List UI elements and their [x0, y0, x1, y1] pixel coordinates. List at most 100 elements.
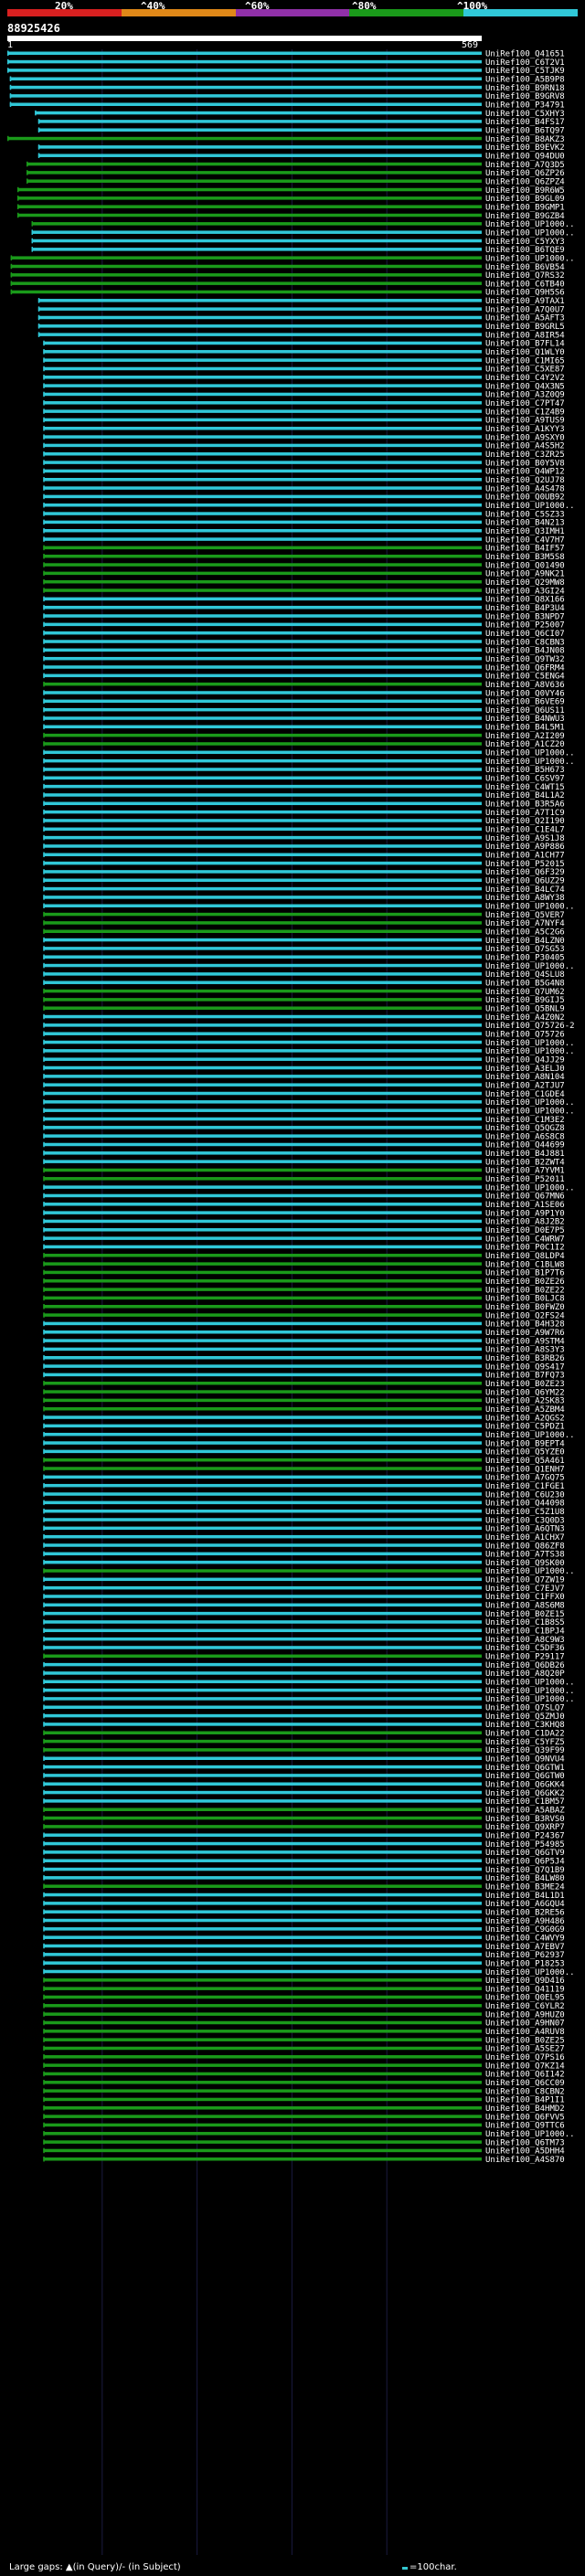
- hit-row[interactable]: UniRef100_C5XE87: [43, 366, 565, 375]
- hit-label[interactable]: UniRef100_Q6CI07: [485, 630, 565, 639]
- hit-label[interactable]: UniRef100_C5TJK9: [485, 67, 565, 76]
- hit-label[interactable]: UniRef100_Q4WP12: [485, 468, 565, 477]
- hit-row[interactable]: UniRef100_P34791: [9, 101, 565, 110]
- hit-label[interactable]: UniRef100_Q5YZE0: [485, 1448, 565, 1458]
- hit-row[interactable]: UniRef100_B9GRL5: [37, 323, 565, 332]
- hit-row[interactable]: UniRef100_B9GL09: [16, 195, 565, 204]
- hit-row[interactable]: UniRef100_C5PDZ1: [43, 1423, 565, 1432]
- hit-row[interactable]: UniRef100_Q6TM73: [43, 2138, 565, 2147]
- hit-label[interactable]: UniRef100_C1M3E2: [485, 1116, 565, 1125]
- hit-row[interactable]: UniRef100_A9P1Y0: [43, 1209, 565, 1218]
- hit-label[interactable]: UniRef100_Q6US11: [485, 706, 565, 716]
- hit-label[interactable]: UniRef100_B1P7T6: [485, 1269, 565, 1278]
- hit-row[interactable]: UniRef100_Q1ENH7: [43, 1465, 565, 1474]
- hit-row[interactable]: UniRef100_Q9H5S6: [10, 289, 565, 298]
- hit-label[interactable]: UniRef100_UP1000..: [485, 758, 575, 767]
- hit-label[interactable]: UniRef100_A2SK83: [485, 1397, 565, 1406]
- hit-label[interactable]: UniRef100_C1DA22: [485, 1730, 565, 1739]
- hit-label[interactable]: UniRef100_A2TJU7: [485, 1081, 565, 1090]
- hit-row[interactable]: UniRef100_C3ZR25: [43, 451, 565, 460]
- hit-row[interactable]: UniRef100_C9G0G9: [43, 1925, 565, 1935]
- hit-row[interactable]: UniRef100_C5TJK9: [7, 67, 565, 76]
- hit-row[interactable]: UniRef100_Q2I190: [43, 817, 565, 826]
- hit-row[interactable]: UniRef100_Q0UB92: [43, 493, 565, 503]
- hit-row[interactable]: UniRef100_C5YFZ5: [43, 1738, 565, 1747]
- hit-row[interactable]: UniRef100_B4FS17: [37, 118, 565, 127]
- hit-label[interactable]: UniRef100_B4P1I1: [485, 2096, 565, 2105]
- hit-row[interactable]: UniRef100_Q4WP12: [43, 468, 565, 477]
- hit-row[interactable]: UniRef100_C6SV97: [43, 775, 565, 784]
- hit-label[interactable]: UniRef100_Q86ZF8: [485, 1542, 565, 1551]
- hit-row[interactable]: UniRef100_UP1000..: [43, 1695, 575, 1704]
- hit-label[interactable]: UniRef100_P29117: [485, 1653, 565, 1662]
- hit-label[interactable]: UniRef100_Q9XRP7: [485, 1823, 565, 1832]
- hit-row[interactable]: UniRef100_C6YLR2: [43, 2002, 565, 2011]
- hit-row[interactable]: UniRef100_C1BLW8: [43, 1260, 565, 1269]
- hit-row[interactable]: UniRef100_A9SXY0: [43, 433, 565, 442]
- hit-label[interactable]: UniRef100_Q44699: [485, 1141, 565, 1150]
- hit-label[interactable]: UniRef100_A9S1J8: [485, 834, 565, 843]
- hit-row[interactable]: UniRef100_B0ZE23: [43, 1380, 565, 1389]
- hit-row[interactable]: UniRef100_A4S478: [43, 484, 565, 493]
- hit-row[interactable]: UniRef100_A9HN07: [43, 2019, 565, 2029]
- hit-row[interactable]: UniRef100_A5C2G6: [43, 928, 565, 937]
- hit-label[interactable]: UniRef100_P25007: [485, 621, 565, 631]
- hit-label[interactable]: UniRef100_A9NK21: [485, 570, 565, 579]
- hit-row[interactable]: UniRef100_UP1000..: [10, 254, 575, 263]
- hit-row[interactable]: UniRef100_Q8X166: [43, 596, 565, 605]
- hit-row[interactable]: UniRef100_Q0VY46: [43, 689, 565, 698]
- hit-row[interactable]: UniRef100_A8WY38: [43, 894, 565, 903]
- hit-row[interactable]: UniRef100_B0LJC8: [43, 1295, 565, 1304]
- hit-label[interactable]: UniRef100_A7NYF4: [485, 919, 565, 928]
- hit-label[interactable]: UniRef100_C6SV97: [485, 775, 565, 784]
- hit-label[interactable]: UniRef100_Q2FS24: [485, 1311, 565, 1320]
- hit-label[interactable]: UniRef100_UP1000..: [485, 1679, 575, 1688]
- hit-label[interactable]: UniRef100_Q67MN6: [485, 1193, 565, 1202]
- hit-label[interactable]: UniRef100_B0ZE22: [485, 1286, 565, 1295]
- hit-label[interactable]: UniRef100_Q6FRM4: [485, 663, 565, 673]
- hit-label[interactable]: UniRef100_A9STM4: [485, 1337, 565, 1346]
- hit-label[interactable]: UniRef100_B4IF57: [485, 545, 565, 554]
- hit-label[interactable]: UniRef100_A9TAX1: [485, 297, 565, 306]
- hit-row[interactable]: UniRef100_B9RN18: [9, 84, 565, 93]
- hit-label[interactable]: UniRef100_P34791: [485, 101, 565, 110]
- hit-row[interactable]: UniRef100_A7Q0U7: [37, 305, 565, 314]
- hit-row[interactable]: UniRef100_C1M3E2: [43, 1116, 565, 1125]
- hit-row[interactable]: UniRef100_B5G4N8: [43, 979, 565, 988]
- hit-label[interactable]: UniRef100_A3ELJ0: [485, 1065, 565, 1074]
- hit-row[interactable]: UniRef100_P24367: [43, 1831, 565, 1840]
- hit-row[interactable]: UniRef100_Q6F329: [43, 868, 565, 877]
- hit-label[interactable]: UniRef100_C8CBN3: [485, 638, 565, 647]
- hit-row[interactable]: UniRef100_C8CBN2: [43, 2087, 565, 2096]
- hit-label[interactable]: UniRef100_B0Y5V8: [485, 459, 565, 468]
- hit-row[interactable]: UniRef100_Q9S417: [43, 1362, 565, 1372]
- hit-label[interactable]: UniRef100_Q0EL95: [485, 1994, 565, 2003]
- hit-label[interactable]: UniRef100_B3RVS0: [485, 1815, 565, 1824]
- hit-label[interactable]: UniRef100_A5SE27: [485, 2045, 565, 2054]
- hit-label[interactable]: UniRef100_A9SXY0: [485, 433, 565, 442]
- hit-row[interactable]: UniRef100_B7FL14: [43, 340, 565, 349]
- hit-row[interactable]: UniRef100_A9TAX1: [37, 297, 565, 306]
- hit-row[interactable]: UniRef100_P54985: [43, 1840, 565, 1850]
- hit-label[interactable]: UniRef100_A5C2G6: [485, 928, 565, 937]
- hit-label[interactable]: UniRef100_Q5A461: [485, 1457, 565, 1466]
- hit-row[interactable]: UniRef100_A3Z0Q9: [43, 391, 565, 400]
- hit-label[interactable]: UniRef100_C4Y2V2: [485, 374, 565, 383]
- hit-row[interactable]: UniRef100_C5DF36: [43, 1644, 565, 1653]
- hit-row[interactable]: UniRef100_Q2UJ78: [43, 476, 565, 485]
- hit-row[interactable]: UniRef100_Q9NVU4: [43, 1755, 565, 1765]
- hit-row[interactable]: UniRef100_A9P886: [43, 843, 565, 852]
- hit-label[interactable]: UniRef100_Q1WLY0: [485, 348, 565, 357]
- hit-row[interactable]: UniRef100_Q5A461: [43, 1457, 565, 1466]
- hit-label[interactable]: UniRef100_C4WT15: [485, 783, 565, 792]
- hit-row[interactable]: UniRef100_Q6GTW1: [43, 1764, 565, 1773]
- hit-row[interactable]: UniRef100_P18253: [43, 1959, 565, 1968]
- hit-row[interactable]: UniRef100_Q5VER7: [43, 911, 565, 920]
- hit-label[interactable]: UniRef100_A5DHH4: [485, 2147, 565, 2157]
- hit-label[interactable]: UniRef100_P24367: [485, 1831, 565, 1840]
- hit-row[interactable]: UniRef100_Q6GKK2: [43, 1789, 565, 1798]
- hit-label[interactable]: UniRef100_A7Q3D5: [485, 161, 565, 170]
- hit-row[interactable]: UniRef100_B4N213: [43, 519, 565, 528]
- hit-label[interactable]: UniRef100_UP1000..: [485, 1687, 575, 1696]
- hit-row[interactable]: UniRef100_Q6DB26: [43, 1661, 565, 1670]
